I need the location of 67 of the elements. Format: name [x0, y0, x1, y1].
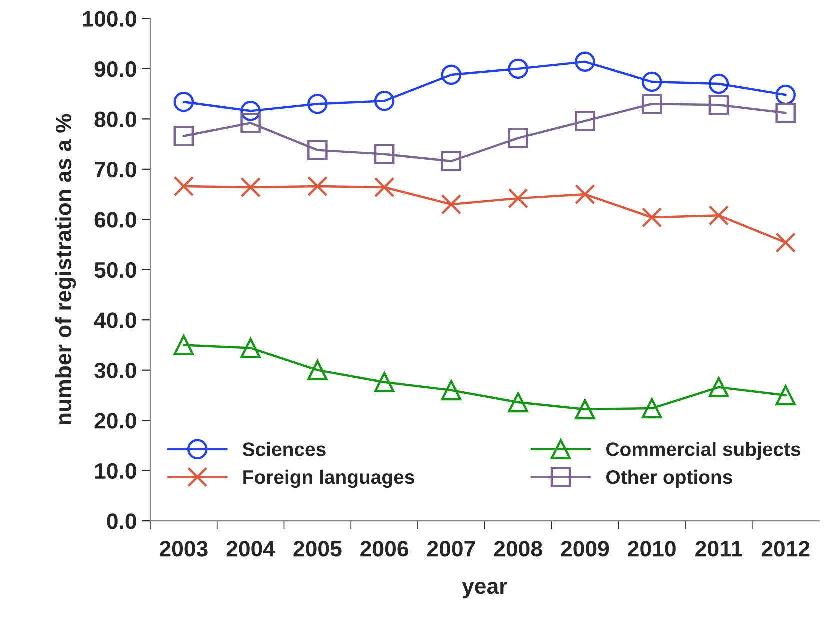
point [441, 64, 462, 86]
point [308, 140, 328, 160]
legend-label: Commercial subjects [606, 442, 801, 460]
point [575, 111, 596, 132]
x-tick-label: 2010 [628, 541, 676, 557]
point [776, 232, 796, 253]
point [441, 380, 462, 401]
point [441, 194, 462, 215]
point [575, 399, 596, 420]
point [441, 151, 462, 172]
point [308, 94, 328, 114]
legend-label: Other options [606, 470, 732, 488]
point [174, 92, 194, 112]
x-tick-label: 2007 [427, 541, 476, 557]
x-axis-title: year [462, 582, 508, 599]
point [776, 84, 796, 106]
point [642, 398, 662, 419]
point [776, 103, 796, 124]
y-tick-label: 70.0 [94, 162, 136, 178]
x-tick-label: 2012 [762, 541, 810, 557]
x-tick-label: 2009 [561, 541, 610, 557]
point [642, 72, 662, 92]
point [374, 144, 395, 164]
point [240, 177, 261, 198]
point [708, 94, 730, 116]
point [174, 176, 194, 197]
point [508, 58, 528, 80]
point [642, 94, 662, 114]
point [508, 392, 528, 413]
y-tick-label: 100.0 [83, 11, 136, 27]
point [575, 184, 596, 205]
point [240, 101, 261, 122]
legend-label: Foreign languages [244, 470, 414, 488]
x-tick-label: 2003 [160, 541, 208, 557]
legend-label: Sciences [242, 442, 326, 456]
point [776, 385, 796, 406]
x-tick-label: 2005 [294, 541, 342, 557]
x-tick-label: 2006 [360, 541, 408, 557]
point [642, 208, 662, 228]
point [240, 338, 261, 358]
y-tick-label: 40.0 [94, 312, 136, 328]
point [174, 335, 194, 356]
x-tick-label: 2004 [226, 541, 276, 557]
point [708, 205, 730, 226]
point [708, 74, 730, 94]
y-tick-label: 30.0 [94, 362, 136, 379]
y-tick-label: 80.0 [94, 112, 136, 128]
point [374, 90, 395, 112]
y-tick-label: 10.0 [95, 463, 136, 480]
point [508, 128, 528, 148]
point [308, 176, 328, 197]
point [308, 360, 328, 380]
y-tick-label: 90.0 [94, 61, 136, 78]
x-tick-label: 2008 [494, 541, 542, 557]
point [374, 372, 395, 393]
y-tick-label: 0.0 [107, 514, 136, 530]
y-tick-label: 20.0 [94, 413, 136, 429]
point [374, 177, 395, 198]
point [240, 113, 261, 134]
point [708, 377, 730, 398]
x-tick-label: 2011 [696, 541, 742, 557]
point [575, 52, 596, 72]
point [508, 188, 528, 209]
y-axis-title: number of registration as a % [55, 114, 76, 425]
point [174, 126, 194, 146]
y-tick-label: 60.0 [94, 212, 136, 228]
y-tick-label: 50.0 [94, 262, 136, 278]
